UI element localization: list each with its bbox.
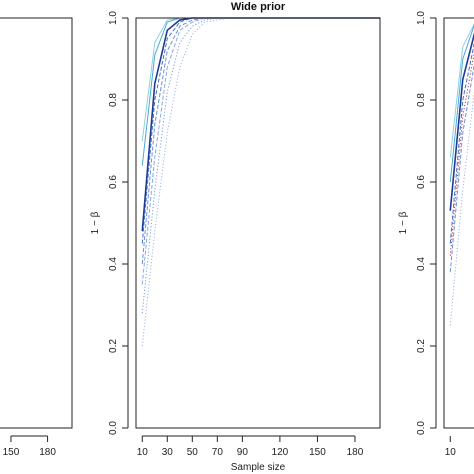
y-tick-label: 1.0: [108, 11, 119, 25]
y-tick-label: 0.8: [416, 93, 427, 107]
x-tick-label: 50: [187, 447, 199, 458]
x-tick-label: 150: [309, 447, 326, 458]
plot-frame: [443, 17, 474, 429]
series-line: [449, 24, 474, 183]
series-line: [449, 23, 474, 158]
x-tick-label: 180: [39, 447, 56, 458]
series-line: [449, 63, 474, 273]
series-line: [141, 17, 380, 244]
y-tick-label: 0.6: [108, 175, 119, 189]
series-line: [449, 42, 474, 244]
y-tick-label: 0.4: [416, 257, 427, 271]
x-tick-label: 70: [212, 447, 224, 458]
x-tick-label: 120: [272, 447, 289, 458]
chart-title: Wide prior: [231, 1, 286, 13]
y-tick-label: 0.0: [416, 421, 427, 435]
y-tick-label: 0.8: [108, 93, 119, 107]
x-tick-label: 180: [347, 447, 364, 458]
series-line: [449, 90, 474, 326]
panel-right-partial: 10 0.0 0.2 0.4 0.6 0.8 1.0 1 − β: [398, 11, 474, 458]
y-tick-label: 0.6: [416, 175, 427, 189]
plot-frame: [135, 17, 381, 429]
x-tick-label: 10: [445, 447, 457, 458]
x-tick-label: 150: [3, 447, 20, 458]
panel-middle: 10 30 50 70 90 120 150 180 0.0 0.2 0.4 0.6 0.8 1.0 Wid…: [90, 1, 381, 473]
series-line: [449, 32, 474, 211]
x-axis-label: Sample size: [231, 462, 286, 473]
x-tick-label: 90: [237, 447, 249, 458]
y-axis-label: 1 − β: [398, 211, 409, 234]
y-axis-label: 1 − β: [90, 211, 101, 234]
y-tick-label: 0.2: [108, 339, 119, 353]
y-tick-label: 0.2: [416, 339, 427, 353]
y-tick-label: 1.0: [416, 11, 427, 25]
x-tick-label: 10: [137, 447, 149, 458]
panel-left-partial: 150 180: [0, 17, 73, 458]
plot-frame: [0, 17, 73, 429]
y-tick-label: 0.4: [108, 257, 119, 271]
y-tick-label: 0.0: [108, 421, 119, 435]
x-tick-label: 30: [162, 447, 174, 458]
